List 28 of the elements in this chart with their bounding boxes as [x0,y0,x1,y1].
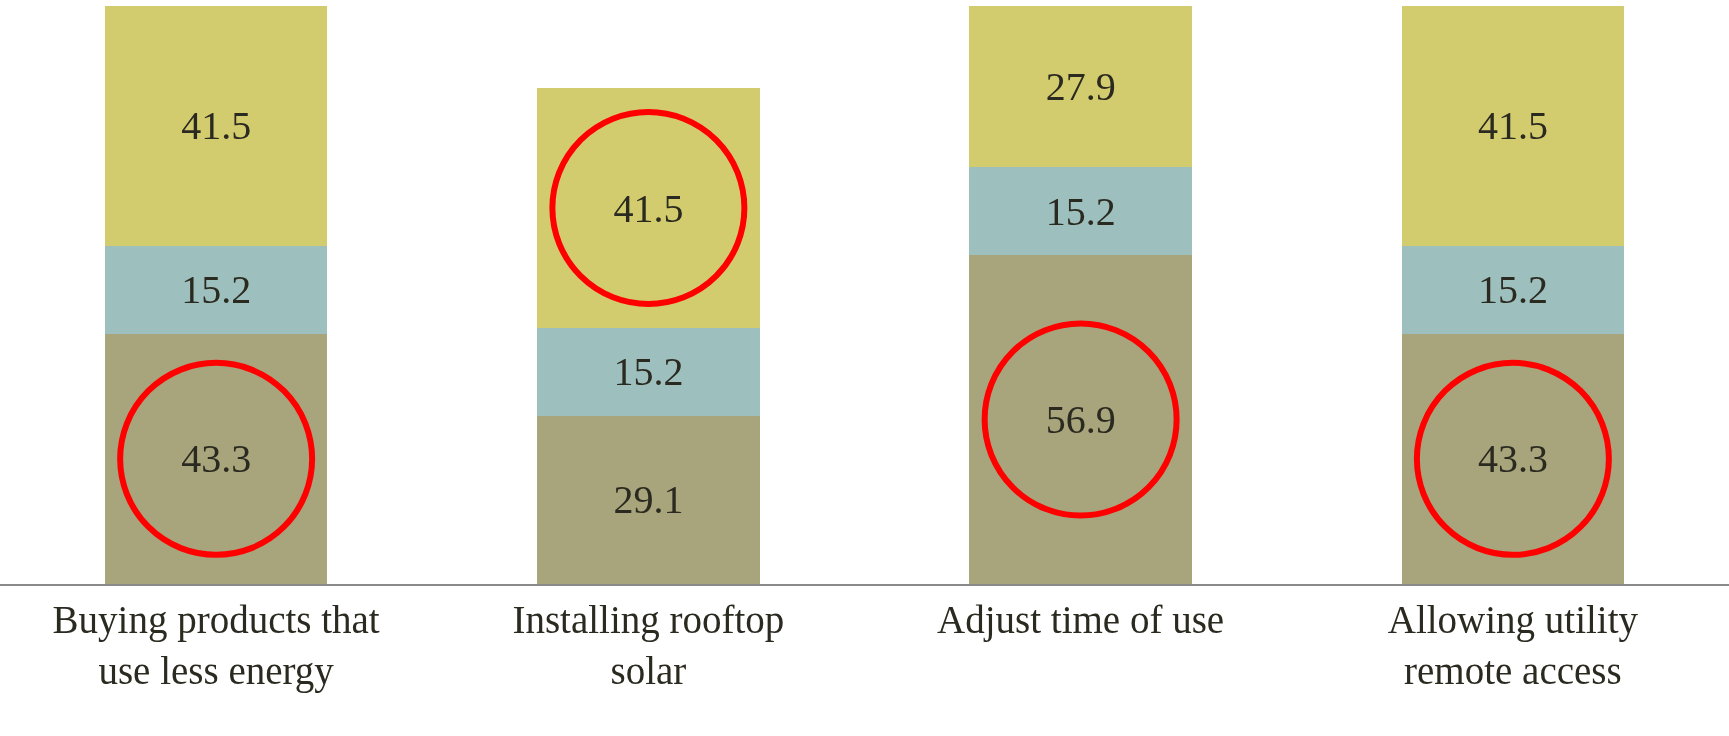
data-label: 41.5 [613,185,684,231]
bar [537,415,760,584]
bar [537,327,760,416]
bar [969,167,1192,256]
bar [969,255,1192,584]
data-label: 41.5 [181,103,252,149]
data-label: 29.1 [613,477,684,523]
data-label: 43.3 [1477,436,1548,482]
data-label: 15.2 [181,267,252,313]
x-tick-label: Installing rooftop solar [512,597,785,692]
bar [1401,245,1625,334]
x-tick-label: Buying products that use less energy [52,597,380,693]
data-label: 27.9 [1045,64,1116,110]
data-label: 56.9 [1045,397,1116,443]
data-label: 15.2 [1045,188,1116,234]
bar [537,88,760,328]
data-label: 15.2 [613,349,684,395]
bar [104,245,328,334]
bar [104,333,328,584]
bar [1401,333,1625,584]
data-label: 43.3 [181,436,252,482]
data-label: 41.5 [1477,103,1548,149]
x-tick-label: Adjust time of use [937,597,1225,642]
bar [1401,6,1625,246]
bar [969,6,1192,168]
x-tick-label: Allowing utility remote access [1387,597,1639,692]
bar [104,6,328,246]
data-label: 15.2 [1477,267,1548,313]
